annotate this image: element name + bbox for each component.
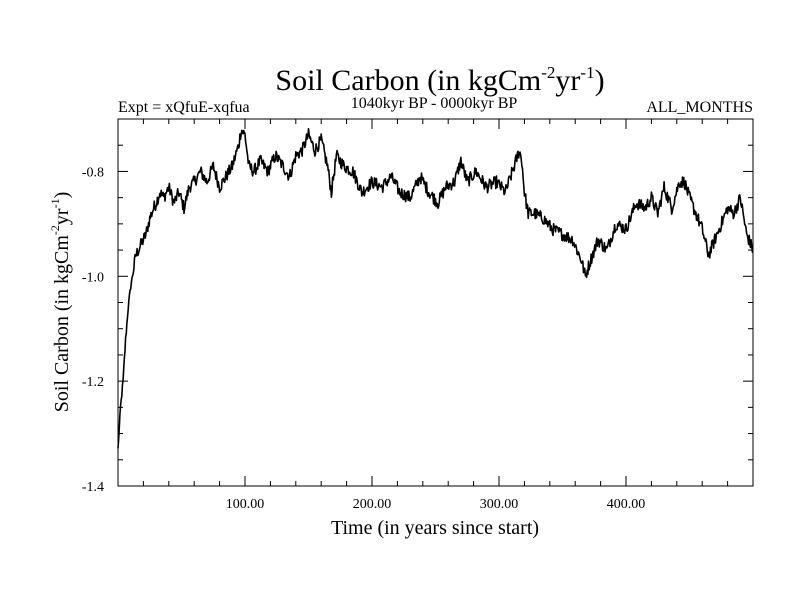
series-line: [117, 128, 754, 449]
x-tick-label: 400.00: [607, 497, 646, 512]
x-axis: 100.00 200.00 300.00 400.00: [142, 119, 729, 512]
subtitle-months: ALL_MONTHS: [646, 99, 753, 116]
subtitle-period: 1040kyr BP - 0000kyr BP: [351, 95, 518, 112]
y-tick-label: -1.2: [82, 375, 104, 390]
y-tick-label: -1.4: [82, 480, 104, 495]
x-tick-label: 200.00: [353, 497, 392, 512]
y-axis: -0.8 -1.0 -1.2 -1.4: [82, 144, 753, 495]
x-tick-label: 300.00: [480, 497, 519, 512]
y-axis-label: Soil Carbon (in kgCm-2yr-1): [48, 192, 73, 413]
plot-frame: [117, 118, 754, 487]
x-tick-label: 100.00: [226, 497, 265, 512]
y-tick-label: -1.0: [82, 270, 104, 285]
y-tick-label: -0.8: [82, 165, 104, 180]
chart-title: Soil Carbon (in kgCm-2yr-1): [275, 63, 604, 97]
subtitle-experiment: Expt = xQfuE-xqfua: [118, 99, 250, 116]
series-layer: [117, 128, 754, 449]
x-axis-label: Time (in years since start): [331, 517, 539, 539]
